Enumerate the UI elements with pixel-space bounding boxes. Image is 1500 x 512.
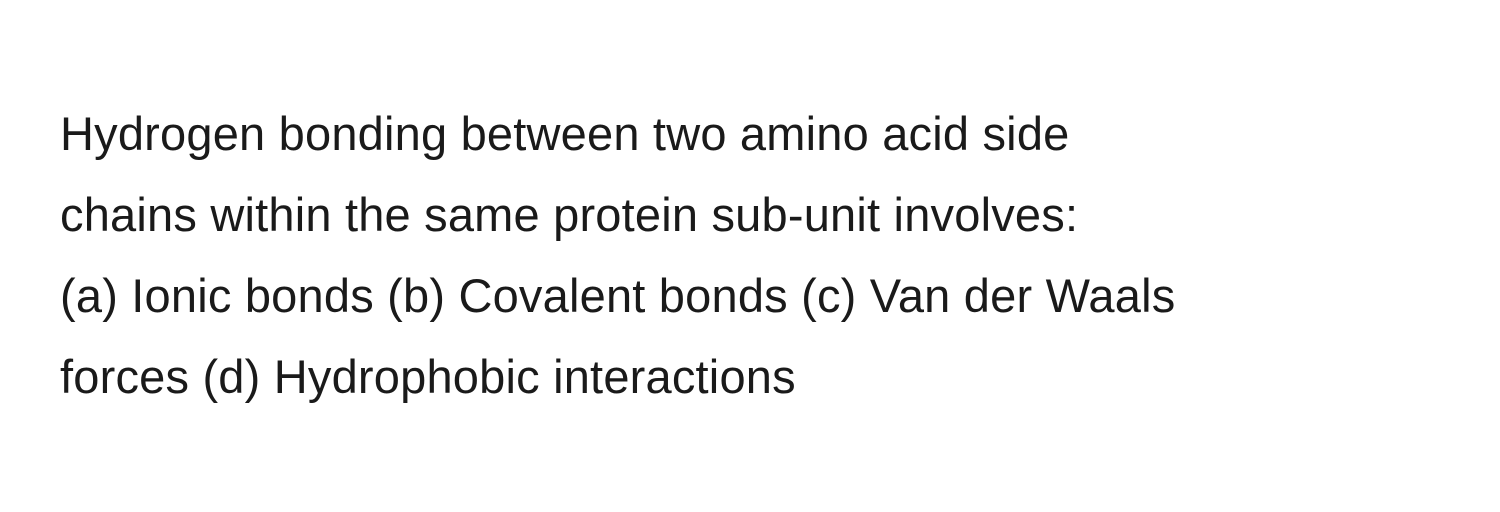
question-stem-line-2: chains within the same protein sub-unit … — [60, 175, 1175, 256]
question-stem-line-1: Hydrogen bonding between two amino acid … — [60, 94, 1175, 175]
question-options-line-2: forces (d) Hydrophobic interactions — [60, 337, 1175, 418]
question-block: Hydrogen bonding between two amino acid … — [60, 94, 1175, 417]
question-options-line-1: (a) Ionic bonds (b) Covalent bonds (c) V… — [60, 256, 1175, 337]
